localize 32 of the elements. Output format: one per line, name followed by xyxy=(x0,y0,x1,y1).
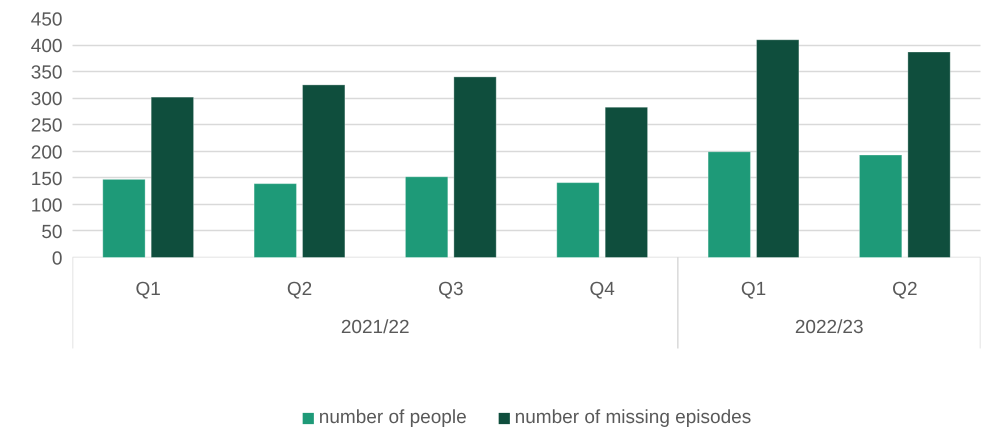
x-tick-label: Q3 xyxy=(438,279,464,300)
x-tick-label: Q1 xyxy=(740,279,766,300)
y-tick-label: 150 xyxy=(30,168,62,190)
y-tick-label: 0 xyxy=(52,248,63,270)
legend-label: number of people xyxy=(318,407,467,429)
bar xyxy=(556,182,600,258)
bar xyxy=(254,183,297,258)
x-tick-label: Q2 xyxy=(892,279,918,300)
text: 2022/23 xyxy=(794,317,864,338)
bar xyxy=(404,176,448,258)
y-tick-label: 50 xyxy=(41,222,63,243)
bar xyxy=(907,51,951,258)
bar xyxy=(302,84,346,258)
y-tick-label: 350 xyxy=(30,62,62,84)
y-tick-label: 100 xyxy=(30,195,62,216)
text: 2021/22 xyxy=(340,317,410,338)
bar xyxy=(453,76,497,258)
y-tick-label: 450 xyxy=(30,10,62,30)
x-tick-label: Q1 xyxy=(135,279,161,300)
y-tick-label: 400 xyxy=(30,36,62,58)
x-tick-label: Q4 xyxy=(589,279,616,300)
bar xyxy=(150,96,194,258)
x-tick-label: Q2 xyxy=(286,279,312,300)
bar xyxy=(604,106,648,258)
y-tick-label: 200 xyxy=(30,142,62,164)
y-tick-label: 250 xyxy=(30,116,62,137)
bar xyxy=(756,39,800,258)
bar xyxy=(102,178,146,258)
legend-label: number of missing episodes xyxy=(514,407,752,429)
y-tick-label: 300 xyxy=(30,89,62,110)
bar xyxy=(858,154,902,258)
bar xyxy=(708,151,751,258)
